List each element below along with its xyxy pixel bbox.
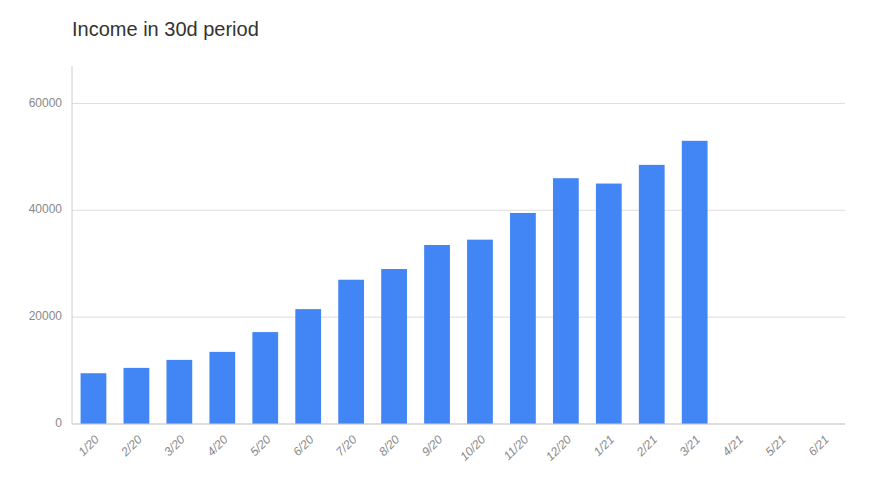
grid-line — [72, 103, 845, 104]
bar — [209, 352, 235, 424]
x-ticks: 1/20 2/20 3/20 4/20 5/20 6/20 7/20 8/20 9/20 10/2… — [75, 432, 831, 463]
x-tick-label: 1/20 — [75, 432, 102, 459]
x-tick-label: 2/20 — [118, 432, 145, 459]
chart-svg: 0 20000 40000 60000 1/20 2/20 3/20 4/20 5/20 6/20… — [0, 0, 869, 500]
x-tick-label: 2/21 — [633, 432, 660, 459]
bar — [639, 165, 665, 424]
grid-line — [72, 210, 845, 211]
bar — [467, 240, 493, 424]
x-tick-label: 5/20 — [247, 432, 274, 459]
chart-title: Income in 30d period — [72, 18, 259, 40]
x-tick-label: 4/21 — [720, 432, 746, 458]
x-tick-label: 12/20 — [543, 432, 574, 463]
x-tick-label: 11/20 — [501, 432, 532, 463]
y-tick-label: 20000 — [29, 309, 63, 323]
bar — [553, 178, 579, 424]
x-tick-label: 8/20 — [376, 432, 403, 459]
x-tick-label: 6/21 — [805, 432, 831, 458]
grid-line — [72, 317, 845, 318]
x-tick-label: 1/21 — [591, 432, 617, 458]
grid — [72, 103, 845, 424]
x-tick-label: 3/21 — [677, 432, 703, 458]
x-tick-label: 4/20 — [204, 432, 231, 459]
bar — [381, 269, 407, 424]
y-tick-label: 40000 — [29, 202, 63, 216]
bar — [338, 280, 364, 424]
x-tick-label: 6/20 — [290, 432, 317, 459]
bar — [424, 245, 450, 424]
x-tick-label: 9/20 — [419, 432, 446, 459]
y-ticks: 0 20000 40000 60000 — [29, 96, 63, 431]
x-tick-label: 3/20 — [161, 432, 188, 459]
x-tick-label: 5/21 — [763, 432, 789, 458]
y-tick-label: 0 — [55, 416, 62, 430]
bar — [81, 373, 107, 424]
bar — [166, 360, 192, 424]
chart-container: 0 20000 40000 60000 1/20 2/20 3/20 4/20 5/20 6/20… — [0, 0, 869, 500]
bars — [81, 141, 708, 424]
bar — [596, 184, 622, 424]
x-tick-label: 7/20 — [333, 432, 360, 459]
bar — [682, 141, 708, 424]
grid-line — [72, 424, 845, 425]
bar — [295, 309, 321, 424]
bar — [124, 368, 150, 424]
x-axis-line — [72, 424, 845, 425]
x-tick-label: 10/20 — [457, 432, 488, 463]
bar — [252, 332, 278, 424]
y-axis-line — [72, 66, 73, 424]
bar — [510, 213, 536, 424]
y-tick-label: 60000 — [29, 96, 63, 110]
